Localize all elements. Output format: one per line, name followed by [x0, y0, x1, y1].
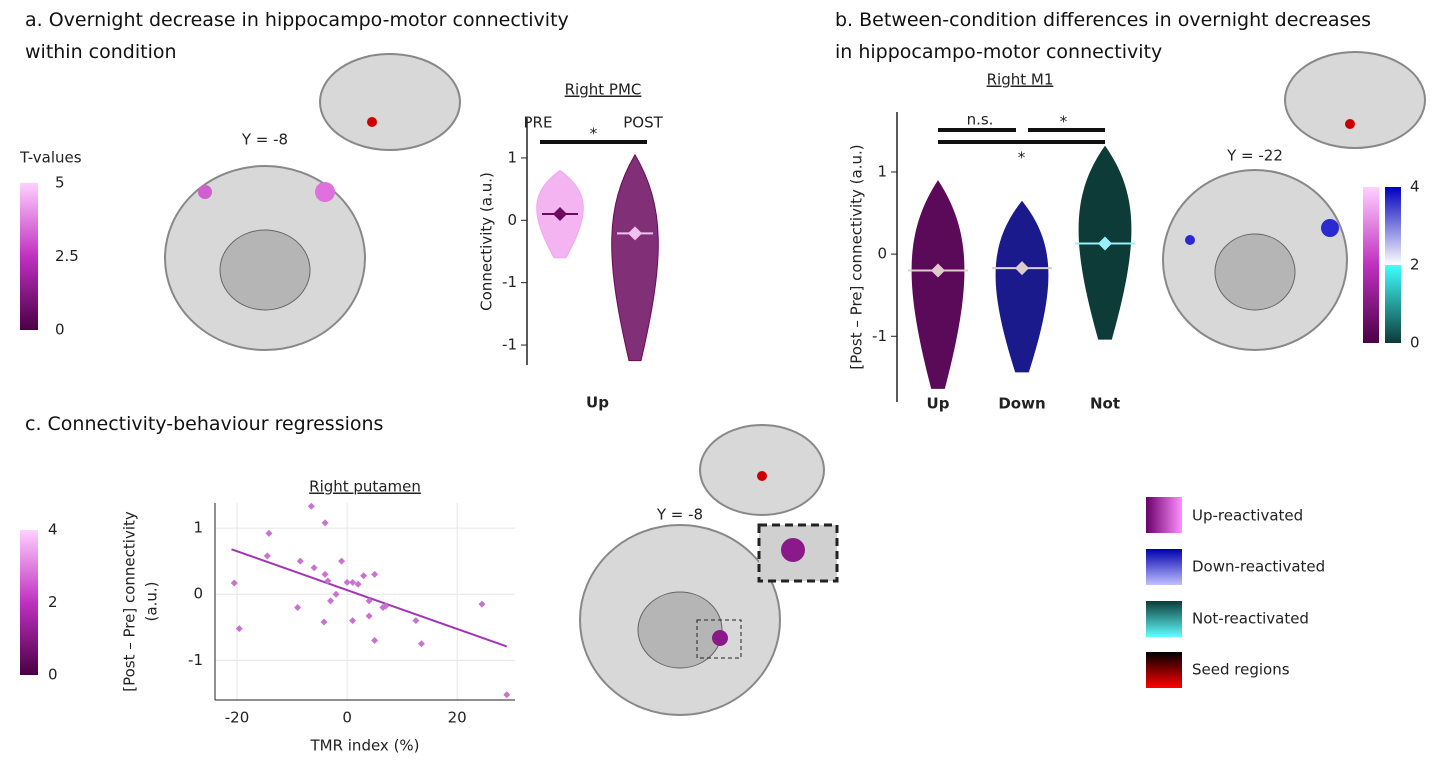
- colorbar: [1385, 187, 1401, 265]
- plot-area: [215, 503, 515, 700]
- significance: n.s.: [967, 111, 994, 129]
- point: [320, 618, 328, 626]
- point: [310, 564, 318, 572]
- significance: *: [1060, 113, 1068, 131]
- slice-label: Y = -22: [1226, 147, 1283, 165]
- y-tick-label: 1: [877, 162, 887, 180]
- colorbar-tick: 4: [48, 521, 58, 539]
- legend: Up-reactivated Down-reactivated Not-reac…: [1146, 497, 1325, 688]
- violin: [911, 180, 965, 389]
- violin: [995, 200, 1049, 373]
- legend-label: Seed regions: [1192, 661, 1290, 679]
- point: [365, 597, 373, 605]
- point: [360, 572, 368, 580]
- x-tick-label: 20: [448, 709, 467, 727]
- mean-marker: [931, 263, 945, 278]
- colorbar-tick: 4: [1410, 178, 1420, 196]
- colorbar-tick: 2: [1410, 256, 1420, 274]
- point: [296, 557, 304, 565]
- point: [294, 603, 302, 611]
- point: [354, 580, 362, 588]
- y-tick-label: -1: [188, 651, 203, 669]
- y-tick-label: -1: [502, 336, 517, 354]
- colorbar-tick: 0: [55, 321, 65, 339]
- point: [307, 502, 315, 510]
- y-axis-label: Connectivity (a.u.): [478, 172, 496, 311]
- colorbar: [1385, 265, 1401, 343]
- legend-label: Not-reactivated: [1192, 610, 1309, 628]
- point: [371, 570, 379, 578]
- point: [349, 617, 357, 625]
- x-tick-label: -20: [225, 709, 250, 727]
- panel-title: b. Between-condition differences in over…: [835, 9, 1371, 31]
- point: [382, 602, 390, 610]
- point: [343, 578, 351, 586]
- chart-title: Right PMC: [565, 81, 642, 99]
- violin: [611, 153, 659, 362]
- point: [417, 640, 425, 648]
- point: [327, 597, 335, 605]
- panel-title: a. Overnight decrease in hippocampo-moto…: [25, 9, 569, 31]
- y-tick-label: 0: [877, 245, 887, 263]
- y-axis-label: (a.u.): [143, 582, 161, 622]
- colorbar-tick: 0: [48, 666, 58, 684]
- y-axis-label: [Post – Pre] connectivity (a.u.): [848, 144, 866, 369]
- mean-marker: [1015, 261, 1029, 276]
- legend-label: Up-reactivated: [1192, 507, 1303, 525]
- point: [321, 570, 329, 578]
- group-label: POST: [623, 114, 663, 132]
- colorbar: [1363, 187, 1379, 343]
- point: [371, 637, 379, 645]
- x-tick-label: Up: [927, 395, 950, 413]
- significance: *: [590, 125, 598, 143]
- x-tick-label: Up: [586, 394, 609, 412]
- point: [332, 590, 340, 598]
- chart-title: Right putamen: [309, 478, 421, 496]
- panel-title: in hippocampo-motor connectivity: [835, 41, 1162, 63]
- point: [349, 578, 357, 586]
- x-tick-label: 0: [342, 709, 352, 727]
- slice-label: Y = -8: [656, 506, 703, 524]
- point: [338, 557, 346, 565]
- point: [235, 625, 243, 633]
- y-tick-label: 1: [507, 148, 517, 166]
- y-axis-label: [Post – Pre] connectivity: [121, 511, 139, 692]
- point: [263, 552, 271, 560]
- colorbar-tick: 5: [55, 174, 65, 192]
- point: [365, 612, 373, 620]
- y-tick-label: 0: [193, 585, 203, 603]
- colorbar-tick: 0: [1410, 334, 1420, 352]
- y-tick-label: -1: [502, 273, 517, 291]
- point: [478, 600, 486, 608]
- point: [321, 519, 329, 527]
- colorbar-tick: 2: [48, 593, 58, 611]
- point: [503, 691, 511, 699]
- chart-title: Right M1: [987, 71, 1054, 89]
- point: [230, 579, 238, 587]
- group-label: PRE: [524, 114, 553, 132]
- brain-images: [164, 51, 1426, 716]
- colorbar: [20, 183, 38, 330]
- mean-marker: [1098, 236, 1112, 251]
- colorbar: [20, 530, 38, 675]
- panel-title: within condition: [25, 41, 177, 63]
- point: [412, 617, 420, 625]
- slice-label: Y = -8: [241, 131, 288, 149]
- point: [265, 529, 273, 537]
- y-tick-label: -1: [872, 327, 887, 345]
- y-tick-label: 0: [507, 211, 517, 229]
- y-tick-label: 1: [193, 519, 203, 537]
- panel-title: c. Connectivity-behaviour regressions: [25, 413, 383, 435]
- colorbar-tick: 2.5: [55, 247, 79, 265]
- point: [324, 577, 332, 585]
- significance: *: [1018, 149, 1026, 167]
- x-tick-label: Not: [1090, 395, 1120, 413]
- colorbar-title: T-values: [19, 149, 82, 167]
- x-tick-label: Down: [998, 395, 1045, 413]
- legend-label: Down-reactivated: [1192, 558, 1325, 576]
- x-axis-label: TMR index (%): [309, 737, 419, 755]
